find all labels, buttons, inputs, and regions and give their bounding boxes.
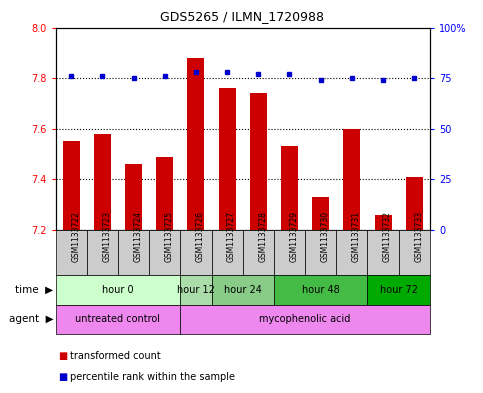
Text: GSM1133730: GSM1133730 bbox=[321, 211, 330, 262]
Bar bbox=[187, 58, 204, 230]
Bar bbox=[56, 275, 180, 305]
Bar bbox=[336, 230, 368, 275]
Text: GSM1133725: GSM1133725 bbox=[165, 211, 174, 262]
Text: untreated control: untreated control bbox=[75, 314, 160, 324]
Text: GSM1133729: GSM1133729 bbox=[289, 211, 298, 262]
Bar bbox=[180, 275, 212, 305]
Bar bbox=[212, 275, 274, 305]
Text: GSM1133733: GSM1133733 bbox=[414, 211, 423, 262]
Text: GSM1133726: GSM1133726 bbox=[196, 211, 205, 262]
Text: hour 48: hour 48 bbox=[302, 285, 340, 295]
Bar bbox=[343, 129, 360, 230]
Bar bbox=[242, 230, 274, 275]
Bar bbox=[274, 275, 368, 305]
Bar bbox=[250, 93, 267, 230]
Text: time  ▶: time ▶ bbox=[15, 285, 53, 295]
Bar bbox=[56, 230, 87, 275]
Bar bbox=[218, 88, 236, 230]
Bar bbox=[63, 141, 80, 230]
Bar bbox=[312, 197, 329, 230]
Bar bbox=[398, 230, 430, 275]
Text: ■: ■ bbox=[58, 351, 67, 361]
Bar bbox=[368, 230, 398, 275]
Bar bbox=[274, 230, 305, 275]
Text: GSM1133727: GSM1133727 bbox=[227, 211, 236, 262]
Text: GSM1133731: GSM1133731 bbox=[352, 211, 361, 262]
Bar bbox=[156, 156, 173, 230]
Text: hour 24: hour 24 bbox=[224, 285, 262, 295]
Text: hour 0: hour 0 bbox=[102, 285, 134, 295]
Bar bbox=[56, 305, 180, 334]
Bar bbox=[212, 230, 242, 275]
Bar bbox=[281, 147, 298, 230]
Text: GSM1133724: GSM1133724 bbox=[133, 211, 142, 262]
Bar bbox=[149, 230, 180, 275]
Text: percentile rank within the sample: percentile rank within the sample bbox=[70, 372, 235, 382]
Bar bbox=[87, 230, 118, 275]
Text: hour 12: hour 12 bbox=[177, 285, 215, 295]
Text: mycophenolic acid: mycophenolic acid bbox=[259, 314, 351, 324]
Bar bbox=[305, 230, 336, 275]
Text: agent  ▶: agent ▶ bbox=[9, 314, 53, 324]
Text: GSM1133723: GSM1133723 bbox=[102, 211, 112, 262]
Text: ■: ■ bbox=[58, 372, 67, 382]
Text: GSM1133722: GSM1133722 bbox=[71, 211, 80, 262]
Text: GSM1133728: GSM1133728 bbox=[258, 211, 267, 262]
Text: GDS5265 / ILMN_1720988: GDS5265 / ILMN_1720988 bbox=[159, 10, 324, 23]
Bar bbox=[180, 230, 212, 275]
Bar bbox=[118, 230, 149, 275]
Bar bbox=[374, 215, 392, 230]
Text: GSM1133732: GSM1133732 bbox=[383, 211, 392, 262]
Bar bbox=[180, 305, 430, 334]
Bar bbox=[406, 177, 423, 230]
Bar bbox=[125, 164, 142, 230]
Text: transformed count: transformed count bbox=[70, 351, 161, 361]
Bar bbox=[368, 275, 430, 305]
Bar bbox=[94, 134, 111, 230]
Text: hour 72: hour 72 bbox=[380, 285, 418, 295]
